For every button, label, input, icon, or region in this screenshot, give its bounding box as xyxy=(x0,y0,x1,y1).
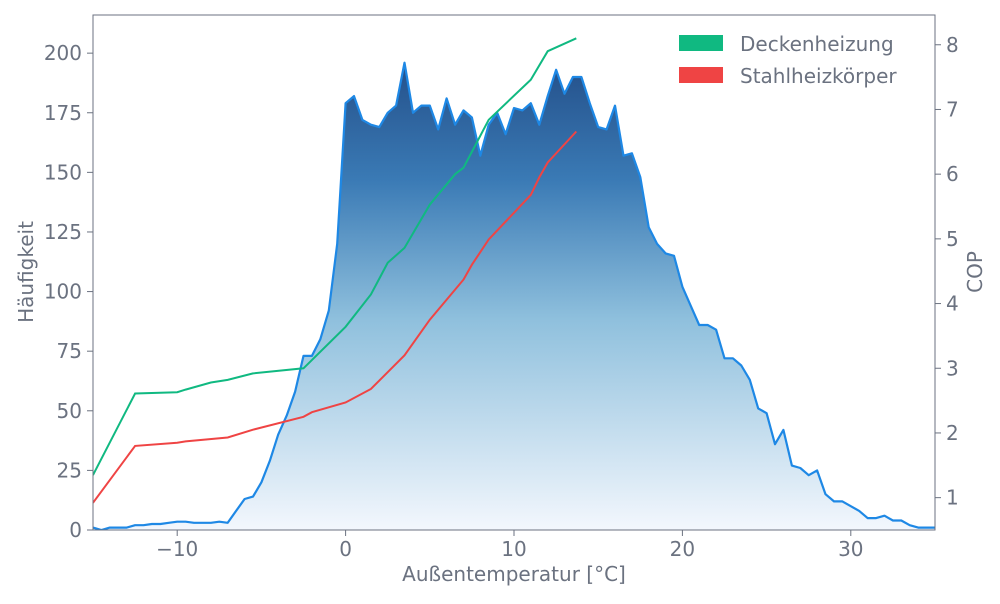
histogram-line xyxy=(93,61,935,530)
x-tick-label: 0 xyxy=(339,537,352,561)
y-tick-label: 100 xyxy=(44,280,82,304)
y2-tick-label: 4 xyxy=(946,292,959,316)
y-tick-label: 75 xyxy=(57,339,82,363)
y-tick-label: 150 xyxy=(44,160,82,184)
y-axis-label: Häufigkeit xyxy=(14,221,38,323)
y2-axis-label: COP xyxy=(963,251,987,293)
y2-tick-label: 6 xyxy=(946,162,959,186)
y-tick-label: 25 xyxy=(57,458,82,482)
y-tick-label: 200 xyxy=(44,41,82,65)
y-tick-label: 175 xyxy=(44,101,82,125)
y2-tick-label: 8 xyxy=(946,33,959,57)
cop-line-stahlheizkoerper xyxy=(93,130,578,504)
histogram-area xyxy=(93,62,935,530)
legend-swatch-stahlheizkoerper xyxy=(679,67,723,83)
legend-label-deckenheizung: Deckenheizung xyxy=(740,32,894,56)
legend-label-stahlheizkoerper: Stahlheizkörper xyxy=(740,64,897,88)
legend: Deckenheizung Stahlheizkörper xyxy=(679,32,897,88)
x-axis-label: Außentemperatur [°C] xyxy=(402,562,626,586)
y2-tick-label: 7 xyxy=(946,97,959,121)
cop-line-deckenheizung xyxy=(93,37,577,476)
x-tick-label: −10 xyxy=(156,537,198,561)
legend-swatch-deckenheizung xyxy=(679,35,723,51)
y2-tick-label: 5 xyxy=(946,227,959,251)
x-tick-label: 30 xyxy=(838,537,863,561)
y2-tick-label: 2 xyxy=(946,421,959,445)
y2-tick-label: 3 xyxy=(946,356,959,380)
y-tick-label: 125 xyxy=(44,220,82,244)
y2-tick-label: 1 xyxy=(946,486,959,510)
y-tick-label: 0 xyxy=(69,518,82,542)
y-tick-label: 50 xyxy=(57,399,82,423)
x-tick-label: 10 xyxy=(501,537,526,561)
x-tick-label: 20 xyxy=(670,537,695,561)
